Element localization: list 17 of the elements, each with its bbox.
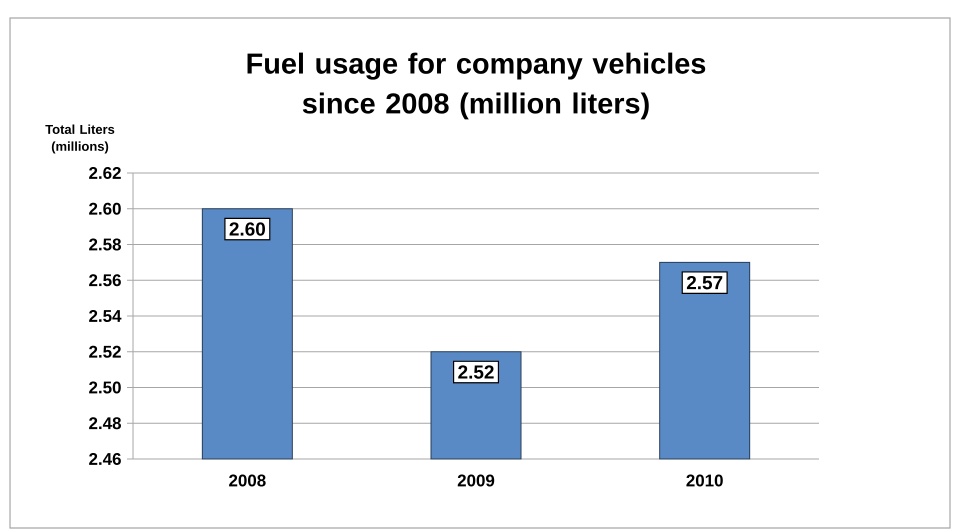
data-label: 2.52 [458,365,494,379]
y-tick-label: 2.46 [89,452,121,465]
y-tick-label: 2.48 [89,417,121,430]
data-label: 2.60 [230,222,265,236]
y-tick-label: 2.62 [89,166,121,179]
y-tick-label: 2.54 [89,310,122,322]
y-tick-label: 2.50 [89,381,121,394]
y-tick-label: 2.58 [89,238,121,250]
x-tick-label: 2008 [229,474,266,487]
data-label: 2.57 [686,276,722,290]
x-tick-label: 2009 [458,474,494,487]
y-tick-label: 2.60 [89,202,121,215]
y-tick-label: 2.56 [89,274,121,286]
chart-title: Fuel usage for company vehicles since 2008 (million liters) [248,52,706,120]
y-tick-label: 2.52 [89,346,121,358]
x-tick-label: 2010 [686,474,723,487]
y-axis-title: Total Liters (millions) [45,124,114,154]
